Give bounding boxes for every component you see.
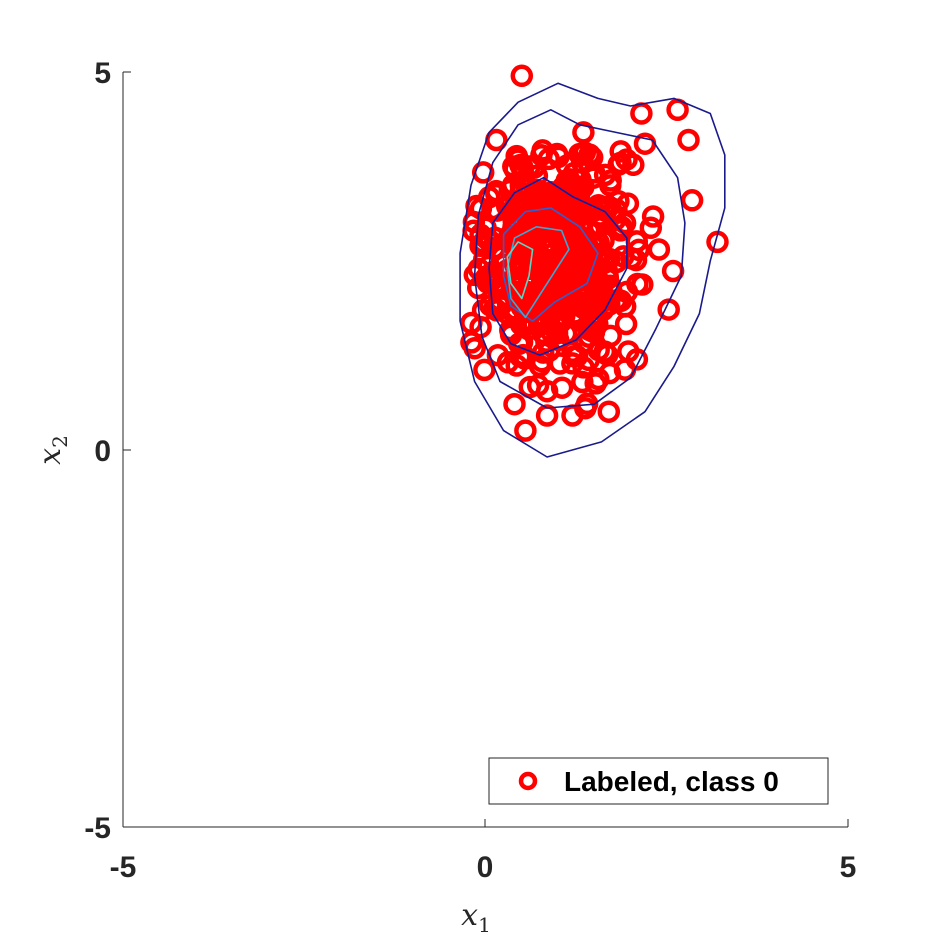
data-point — [511, 156, 534, 179]
data-point — [588, 214, 612, 238]
axes: -5 0 5 5 0 -5 x1 x2 — [33, 57, 856, 937]
x-axis-label: x1 — [461, 898, 491, 937]
y-tick-label: 0 — [94, 435, 111, 468]
data-point — [599, 169, 622, 192]
data-point — [514, 419, 537, 442]
data-point — [609, 289, 633, 313]
y-axis-label-main: x — [33, 448, 68, 465]
density-contours-overlay — [459, 82, 726, 458]
y-axis-label-subscript: 2 — [48, 435, 72, 448]
x-tick-label: 5 — [840, 851, 857, 884]
data-point — [598, 361, 622, 385]
data-point — [503, 392, 526, 416]
data-point — [631, 273, 654, 296]
data-point — [476, 271, 499, 294]
data-point — [617, 340, 640, 363]
data-point — [525, 304, 549, 328]
data-point — [584, 372, 607, 395]
data-point — [616, 192, 640, 215]
data-point — [462, 219, 485, 243]
contour-line-2 — [473, 109, 686, 409]
data-point — [485, 182, 508, 206]
y-tick-label: 5 — [94, 57, 111, 90]
y-axis-label: x2 — [33, 435, 72, 465]
data-point — [526, 374, 550, 397]
x-tick-label: 0 — [477, 851, 494, 884]
data-point — [550, 376, 574, 399]
data-point — [666, 98, 689, 122]
data-point — [485, 128, 508, 152]
data-point — [525, 227, 548, 250]
data-point — [630, 102, 653, 125]
data-point — [571, 253, 594, 276]
data-point — [680, 189, 704, 212]
data-point — [575, 280, 598, 303]
data-point — [561, 352, 584, 375]
data-point — [553, 184, 576, 207]
y-tick-label: -5 — [84, 812, 111, 845]
data-point — [641, 205, 665, 228]
data-point — [639, 216, 663, 240]
data-point — [473, 358, 496, 382]
data-point — [535, 404, 559, 427]
legend-box — [488, 757, 829, 805]
data-point — [571, 370, 594, 394]
data-point — [610, 215, 633, 239]
data-point — [647, 238, 671, 261]
legend-marker-circle — [518, 771, 538, 791]
data-point — [615, 148, 638, 171]
legend-label: Labeled, class 0 — [564, 766, 779, 797]
data-point — [570, 151, 594, 174]
data-point — [512, 280, 536, 303]
data-point — [581, 257, 605, 281]
data-point — [597, 400, 621, 423]
contour-line-1 — [459, 82, 726, 458]
x-axis-label-subscript: 1 — [478, 913, 491, 937]
contour-line-3 — [488, 176, 628, 356]
data-point — [572, 356, 595, 379]
x-tick-label: -5 — [110, 851, 137, 884]
data-point — [677, 128, 700, 152]
data-point — [572, 121, 595, 144]
contour-line-5 — [506, 226, 570, 319]
data-point — [554, 322, 578, 345]
data-point — [582, 320, 606, 344]
contour-line-4 — [502, 207, 599, 322]
scatter-points — [460, 64, 729, 442]
data-point — [585, 310, 608, 334]
data-point — [517, 204, 540, 227]
contour-line-6 — [506, 241, 534, 300]
legend: Labeled, class 0 — [488, 757, 829, 805]
data-point — [612, 245, 635, 268]
data-point — [471, 161, 495, 184]
data-point — [510, 64, 534, 88]
data-point — [661, 259, 685, 283]
y-axis-label-group: x2 — [33, 435, 72, 465]
x-axis-label-main: x — [461, 898, 478, 933]
data-point — [547, 145, 570, 169]
